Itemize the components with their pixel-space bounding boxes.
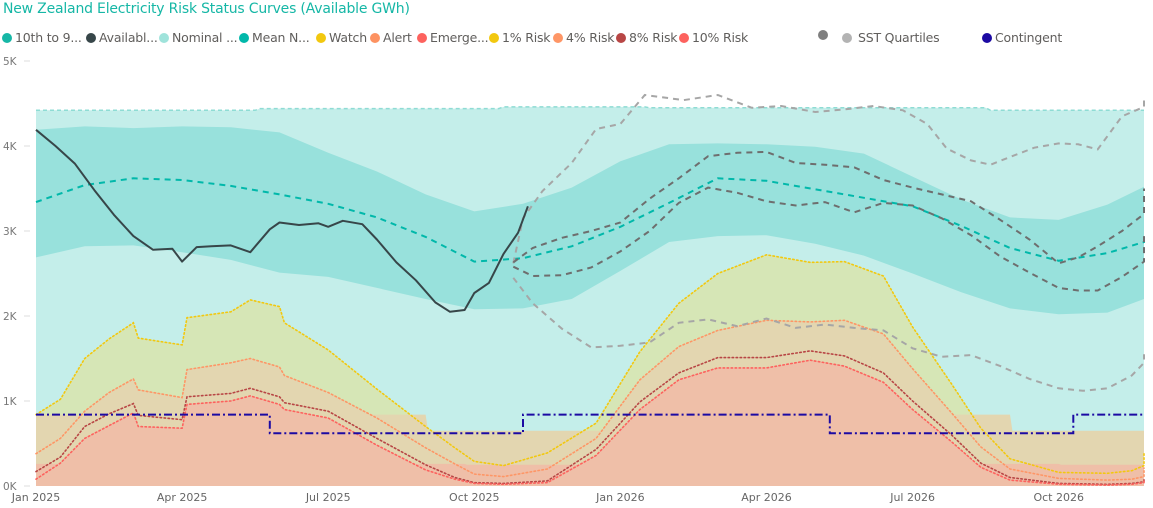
risk-10pct-line[interactable] [35,359,1145,486]
legend-item-10pct-risk[interactable]: 10% Risk [679,30,748,45]
line-layer [35,93,1145,486]
x-axis: Jan 2025 Apr 2025 Jul 2025 Oct 2025 Jan 2026… [11,491,1084,504]
y-tick-label: 0K [3,481,18,493]
x-tick-label: Oct 2026 [1033,491,1084,504]
mean-nominal-line[interactable] [35,177,1145,263]
y-tick-label: 2K [3,311,18,323]
legend-item-4pct-risk[interactable]: 4% Risk [553,30,615,45]
y-axis: 0K 1K 2K 3K 4K 5K [3,56,30,493]
x-tick-label: Jul 2025 [305,491,351,504]
legend-item-8pct-risk[interactable]: 8% Risk [616,30,678,45]
area-layer [36,106,1144,487]
x-tick-label: Jan 2026 [595,491,644,504]
legend-item-emergency[interactable]: Emerge... [417,30,489,45]
legend-marker-icon [159,32,169,43]
sst-quartile-line-1[interactable] [512,93,1145,264]
risk-4pct-line[interactable] [35,319,1145,481]
legend-item-watch[interactable]: Watch [316,30,367,45]
legend-item-available[interactable]: Availabl... [86,30,158,45]
nominal-line[interactable] [36,106,1144,112]
risk-8pct-line[interactable] [35,350,1145,486]
risk-1pct-line[interactable] [35,253,1145,475]
legend-marker-icon [553,32,563,43]
legend-marker-icon [818,30,828,40]
legend-marker-icon [616,32,626,43]
y-tick-label: 5K [3,56,18,68]
legend-item-1pct-risk[interactable]: 1% Risk [489,30,551,45]
legend-marker-icon [417,32,427,43]
legend-item-10th-to-90th[interactable]: 10th to 9... [2,30,82,45]
emergency-risk-area [36,360,1144,486]
chart-title: New Zealand Electricity Risk Status Curv… [3,1,410,17]
y-tick-label: 4K [3,141,18,153]
legend-marker-icon [679,32,689,43]
legend-item-sst-dark[interactable] [818,30,831,40]
x-tick-label: Apr 2026 [741,491,792,504]
legend-item-nominal[interactable]: Nominal ... [159,30,238,45]
legend-marker-icon [370,32,380,43]
legend-item-contingent[interactable]: Contingent [982,30,1062,45]
y-tick-label: 1K [3,396,18,408]
y-tick-label: 3K [3,226,18,238]
x-tick-label: Apr 2025 [157,491,208,504]
sst-quartile-line-3[interactable] [512,186,1145,292]
legend-marker-icon [316,32,326,43]
legend-marker-icon [842,32,852,43]
legend-marker-icon [2,32,12,43]
legend-marker-icon [86,32,96,43]
contingent-line[interactable] [36,413,1144,435]
x-tick-label: Oct 2025 [449,491,500,504]
legend-marker-icon [489,32,499,43]
x-tick-label: Jan 2025 [11,491,60,504]
legend-item-sst-quartiles[interactable]: SST Quartiles [842,30,940,45]
x-tick-label: Jul 2026 [889,491,935,504]
available-line[interactable] [35,129,529,313]
legend-item-mean-nominal[interactable]: Mean N... [239,30,310,45]
legend: 10th to 9... Availabl... Nominal ... Mea… [2,30,1152,48]
sst-quartile-line-4[interactable] [512,277,1145,392]
legend-item-alert[interactable]: Alert [370,30,412,45]
legend-marker-icon [239,32,249,43]
legend-marker-icon [982,32,992,43]
sst-quartile-line-2[interactable] [512,150,1145,265]
